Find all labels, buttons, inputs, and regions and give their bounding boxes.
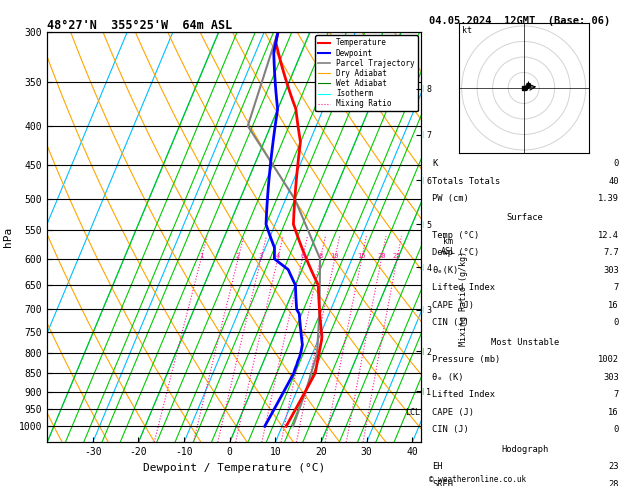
Text: 20: 20 [377, 253, 386, 259]
Text: |: | [421, 176, 424, 184]
Text: 1002: 1002 [598, 355, 619, 364]
Text: 303: 303 [603, 373, 619, 382]
Text: 0: 0 [614, 425, 619, 434]
Text: |: | [421, 221, 424, 228]
Text: K: K [432, 159, 437, 169]
Text: θₑ(K): θₑ(K) [432, 266, 459, 275]
Text: 40: 40 [608, 177, 619, 186]
Text: Surface: Surface [506, 213, 543, 223]
Text: 1: 1 [199, 253, 203, 259]
Text: PW (cm): PW (cm) [432, 194, 469, 204]
Text: 7: 7 [614, 390, 619, 399]
Text: 23: 23 [608, 462, 619, 471]
Text: Mixing Ratio (g/kg): Mixing Ratio (g/kg) [459, 251, 468, 346]
Text: Totals Totals: Totals Totals [432, 177, 501, 186]
Text: © weatheronline.co.uk: © weatheronline.co.uk [429, 474, 526, 484]
Text: 12.4: 12.4 [598, 231, 619, 240]
Text: 16: 16 [608, 408, 619, 417]
Text: 04.05.2024  12GMT  (Base: 06): 04.05.2024 12GMT (Base: 06) [429, 16, 610, 26]
Text: 6: 6 [300, 253, 304, 259]
Text: |: | [421, 85, 424, 92]
Text: 48°27'N  355°25'W  64m ASL: 48°27'N 355°25'W 64m ASL [47, 18, 233, 32]
Legend: Temperature, Dewpoint, Parcel Trajectory, Dry Adiabat, Wet Adiabat, Isotherm, Mi: Temperature, Dewpoint, Parcel Trajectory… [315, 35, 418, 111]
Y-axis label: km
ASL: km ASL [440, 237, 455, 256]
Text: 16: 16 [608, 301, 619, 310]
Text: 8: 8 [318, 253, 323, 259]
Text: CIN (J): CIN (J) [432, 425, 469, 434]
Text: |: | [421, 264, 424, 271]
Text: |: | [421, 306, 424, 313]
Text: CIN (J): CIN (J) [432, 318, 469, 328]
Text: 28: 28 [608, 480, 619, 486]
Text: Lifted Index: Lifted Index [432, 390, 495, 399]
Text: |: | [421, 347, 424, 355]
Text: 25: 25 [392, 253, 401, 259]
Text: 15: 15 [357, 253, 366, 259]
Text: 4: 4 [276, 253, 280, 259]
Text: Pressure (mb): Pressure (mb) [432, 355, 501, 364]
Text: 0: 0 [614, 159, 619, 169]
Text: 1.39: 1.39 [598, 194, 619, 204]
Text: Dewp (°C): Dewp (°C) [432, 248, 479, 258]
Text: 303: 303 [603, 266, 619, 275]
X-axis label: Dewpoint / Temperature (°C): Dewpoint / Temperature (°C) [143, 463, 325, 473]
Text: Lifted Index: Lifted Index [432, 283, 495, 293]
Text: |: | [421, 388, 424, 395]
Text: |: | [421, 131, 424, 139]
Text: θₑ (K): θₑ (K) [432, 373, 464, 382]
Text: LCL: LCL [405, 408, 420, 417]
Text: kt: kt [462, 26, 472, 35]
Text: SREH: SREH [432, 480, 453, 486]
Text: Hodograph: Hodograph [501, 445, 548, 454]
Text: CAPE (J): CAPE (J) [432, 301, 474, 310]
Y-axis label: hPa: hPa [3, 227, 13, 247]
Text: Most Unstable: Most Unstable [491, 338, 559, 347]
Text: 7: 7 [614, 283, 619, 293]
Text: 10: 10 [330, 253, 339, 259]
Text: 0: 0 [614, 318, 619, 328]
Text: EH: EH [432, 462, 443, 471]
Text: 3: 3 [259, 253, 263, 259]
Text: CAPE (J): CAPE (J) [432, 408, 474, 417]
Text: Temp (°C): Temp (°C) [432, 231, 479, 240]
Text: 7.7: 7.7 [603, 248, 619, 258]
Text: 2: 2 [236, 253, 240, 259]
